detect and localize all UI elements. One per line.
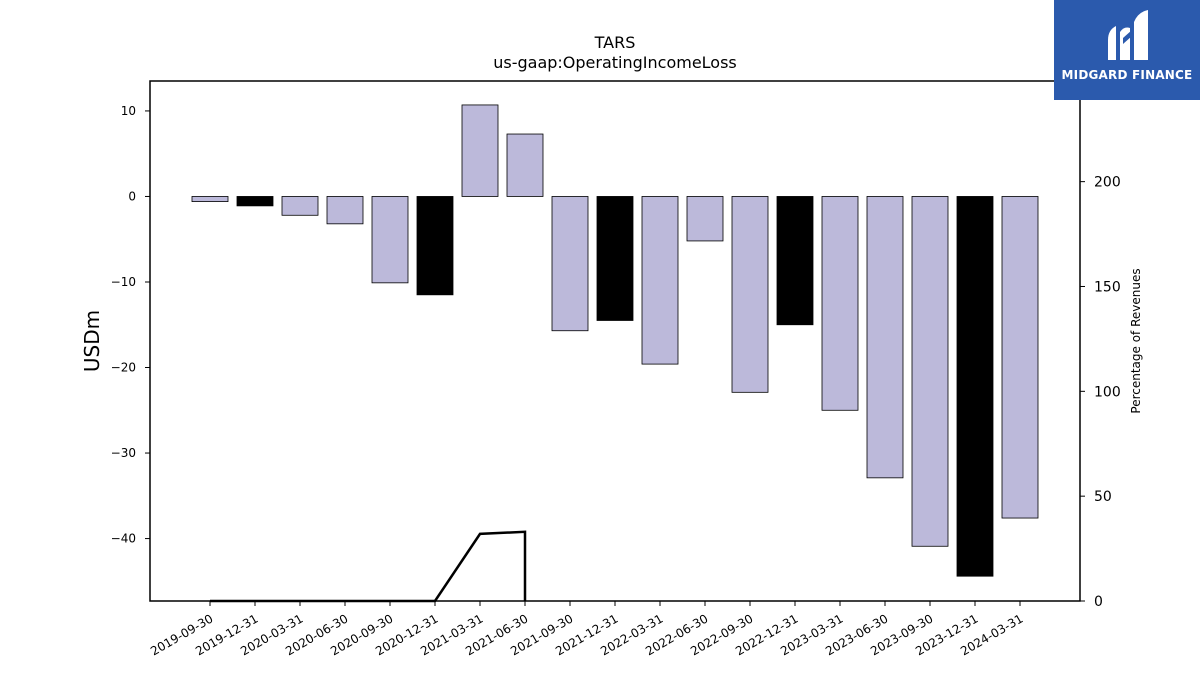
- bar-2022-06-30: [686, 196, 724, 242]
- y2-tick-label: 200: [1094, 175, 1121, 191]
- y-tick-label: −10: [111, 275, 136, 289]
- brand-logo: MIDGARD FINANCE: [1054, 0, 1200, 100]
- logo-mark-icon: [1108, 10, 1148, 60]
- bar-2023-06-30: [866, 196, 904, 479]
- y-axis-label: USDm: [80, 310, 104, 372]
- y-tick-label: −20: [111, 361, 136, 375]
- bar-2021-06-30: [506, 133, 544, 197]
- logo-text: MIDGARD FINANCE: [1061, 68, 1193, 82]
- y2-tick-label: 50: [1094, 489, 1112, 505]
- bar-2020-09-30: [371, 196, 409, 284]
- bar-2023-12-31: [956, 196, 994, 577]
- y-tick-label: −30: [111, 446, 136, 460]
- bar-2019-09-30: [191, 196, 229, 202]
- bar-2020-03-31: [281, 196, 319, 216]
- x-axis-ticks: 2019-09-302019-12-312020-03-312020-06-30…: [148, 601, 1026, 658]
- bar-2020-06-30: [326, 196, 364, 225]
- chart-subtitle: us-gaap:OperatingIncomeLoss: [493, 53, 737, 72]
- y2-axis-label: Percentage of Revenues: [1129, 268, 1143, 413]
- bar-2021-03-31: [461, 104, 499, 197]
- bar-2023-03-31: [821, 196, 859, 411]
- y2-tick-label: 150: [1094, 279, 1121, 295]
- bar-2022-03-31: [641, 196, 679, 365]
- chart-title: TARS: [594, 33, 636, 52]
- left-axis-ticks: 10 0 −10 −20 −30 −40: [111, 104, 150, 546]
- bar-2023-09-30: [911, 196, 949, 547]
- bar-2021-09-30: [551, 196, 589, 332]
- y-tick-label: −40: [111, 532, 136, 546]
- bars-group: [191, 104, 1039, 577]
- bar-2022-12-31: [776, 196, 814, 326]
- y2-tick-label: 100: [1094, 384, 1121, 400]
- bar-2020-12-31: [416, 196, 454, 296]
- bar-2024-03-31: [1001, 196, 1039, 519]
- bar-2021-12-31: [596, 196, 634, 321]
- y2-tick-label: 0: [1094, 594, 1103, 610]
- y-tick-label: 0: [128, 189, 136, 203]
- bar-2022-09-30: [731, 196, 769, 393]
- right-axis-ticks: 0 50 100 150 200: [1080, 175, 1121, 610]
- y-tick-label: 10: [121, 104, 136, 118]
- percentage-line: [210, 530, 527, 603]
- percentage-line-group: [210, 530, 527, 603]
- bar-2019-12-31: [236, 196, 274, 207]
